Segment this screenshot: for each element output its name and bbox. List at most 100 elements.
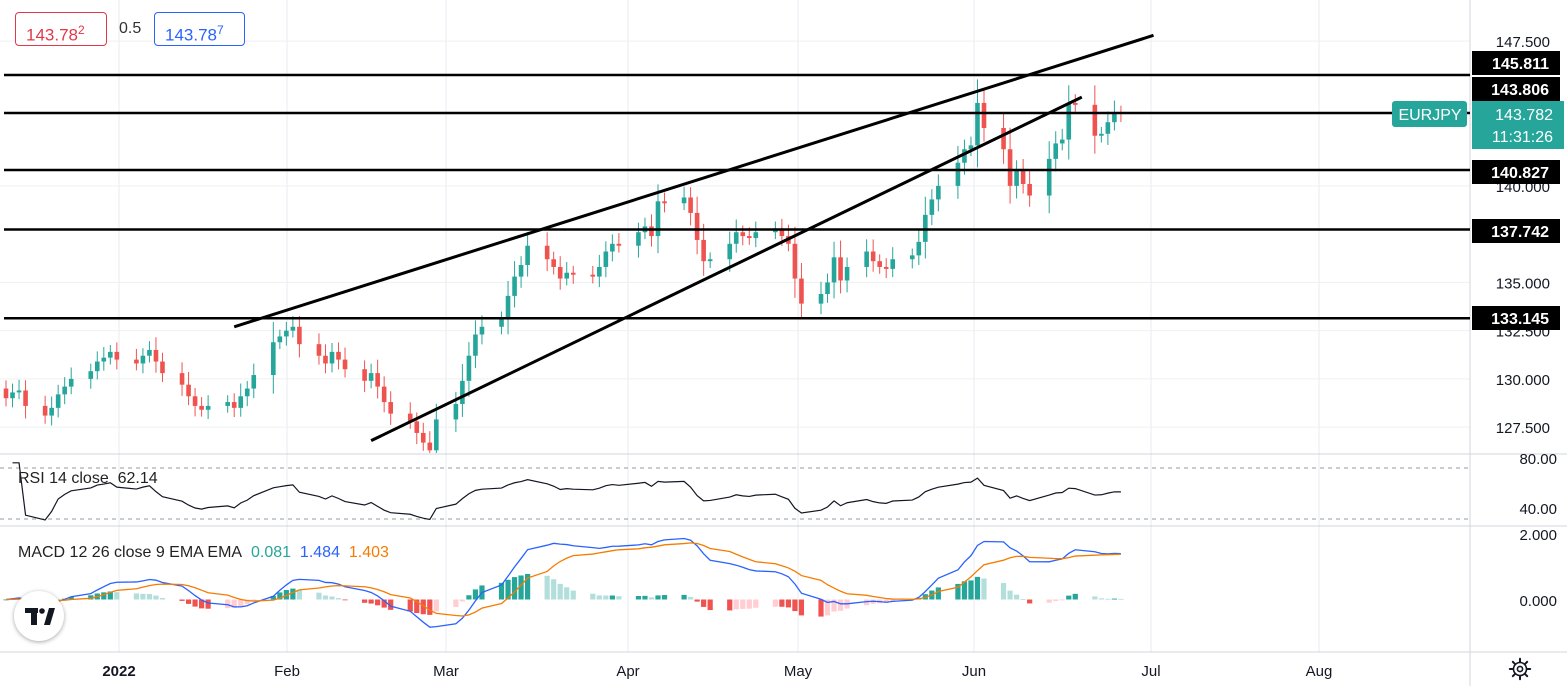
macd-histogram-bar bbox=[199, 599, 205, 609]
candle-up bbox=[825, 282, 830, 294]
candle-up bbox=[147, 349, 152, 356]
macd-histogram-bar bbox=[968, 580, 974, 600]
macd-histogram-bar bbox=[831, 599, 837, 612]
macd-histogram-bar bbox=[290, 588, 296, 600]
level-price-tag bbox=[1472, 306, 1560, 330]
candle-up bbox=[909, 255, 915, 260]
macd-histogram-bar bbox=[661, 595, 668, 600]
macd-histogram-bar bbox=[231, 599, 237, 608]
macd-histogram-bar bbox=[244, 599, 250, 605]
candle-down bbox=[316, 344, 322, 356]
candlestick-series bbox=[3, 79, 1124, 453]
gear-icon[interactable] bbox=[1508, 657, 1532, 681]
candle-up bbox=[1046, 158, 1052, 196]
macd-histogram-bar bbox=[185, 599, 192, 604]
macd-legend-macd: 1.484 bbox=[299, 544, 340, 561]
candle-down bbox=[186, 384, 191, 397]
macd-histogram-bar bbox=[1098, 598, 1104, 600]
candle-down bbox=[114, 351, 120, 360]
macd-legend[interactable]: MACD 12 26 close 9 EMA EMA 0.081 1.484 1… bbox=[18, 544, 389, 562]
candle-up bbox=[733, 232, 739, 244]
candle-down bbox=[192, 396, 198, 406]
macd-histogram-bar bbox=[68, 596, 74, 600]
rsi-legend-value: 62.14 bbox=[117, 470, 158, 487]
candle-up bbox=[518, 265, 524, 277]
macd-histogram-bar bbox=[1046, 599, 1052, 603]
candle-up bbox=[636, 232, 641, 246]
candle-up bbox=[16, 390, 22, 393]
macd-histogram-bar bbox=[648, 597, 655, 600]
candle-down bbox=[799, 278, 804, 304]
ask-price-pip: 7 bbox=[217, 23, 224, 37]
candle-up bbox=[10, 392, 15, 399]
macd-histogram-bar bbox=[1072, 593, 1078, 600]
macd-histogram-bar bbox=[498, 582, 505, 600]
candle-up bbox=[1066, 102, 1072, 140]
rsi-axis-tick: 80.00 bbox=[1519, 451, 1557, 468]
macd-histogram-bar bbox=[551, 579, 557, 600]
candle-up bbox=[49, 407, 54, 416]
sell-price-box[interactable]: 143.782 bbox=[15, 12, 107, 46]
candle-up bbox=[818, 293, 824, 304]
candle-up bbox=[434, 419, 439, 451]
candle-up bbox=[277, 336, 283, 343]
macd-axis-tick: 2.000 bbox=[1519, 527, 1557, 544]
candle-up bbox=[68, 378, 74, 387]
macd-histogram-bar bbox=[1111, 598, 1117, 600]
macd-legend-title: MACD 12 26 close 9 EMA EMA bbox=[18, 544, 243, 561]
macd-histogram-bar bbox=[1020, 599, 1026, 600]
candle-up bbox=[238, 396, 244, 408]
candle-up bbox=[108, 351, 113, 358]
macd-histogram-bar bbox=[727, 599, 733, 611]
macd-histogram-bar bbox=[740, 599, 746, 609]
rsi-axis-tick: 40.00 bbox=[1519, 501, 1557, 518]
tradingview-logo-icon[interactable] bbox=[14, 591, 64, 641]
price-axis-tick: 127.500 bbox=[1496, 420, 1550, 437]
rsi-pane bbox=[0, 462, 1470, 521]
macd-histogram-bar bbox=[1014, 594, 1020, 600]
candle-up bbox=[55, 394, 61, 408]
macd-histogram-bar bbox=[609, 595, 615, 600]
macd-histogram-bar bbox=[981, 578, 987, 600]
candle-down bbox=[662, 201, 667, 204]
candle-down bbox=[792, 243, 798, 279]
macd-histogram-bar bbox=[603, 595, 609, 600]
macd-histogram-bar bbox=[414, 599, 420, 614]
candle-up bbox=[329, 351, 335, 364]
price-axis-tick: 135.000 bbox=[1496, 275, 1550, 292]
macd-histogram-bar bbox=[1105, 598, 1111, 600]
macd-histogram-bar bbox=[655, 595, 661, 600]
candle-up bbox=[707, 259, 713, 262]
candle-up bbox=[968, 145, 974, 150]
candle-up bbox=[1105, 122, 1111, 134]
horizontal-levels[interactable] bbox=[4, 73, 1470, 320]
macd-histogram-bar bbox=[192, 599, 198, 607]
level-price-tag bbox=[1472, 77, 1560, 101]
candle-up bbox=[62, 386, 67, 395]
buy-price-box[interactable]: 143.787 bbox=[154, 12, 245, 46]
trend-channel[interactable] bbox=[233, 33, 1154, 443]
candle-up bbox=[753, 232, 759, 239]
candle-down bbox=[701, 239, 706, 262]
level-price-tag bbox=[1472, 160, 1560, 184]
macd-histogram-bar bbox=[616, 596, 622, 600]
candle-down bbox=[1092, 104, 1098, 136]
macd-histogram-bar bbox=[362, 599, 368, 603]
candle-up bbox=[655, 201, 661, 237]
macd-histogram-bar bbox=[225, 599, 231, 609]
candle-down bbox=[427, 442, 433, 451]
candle-up bbox=[1112, 112, 1117, 123]
rsi-legend[interactable]: RSI 14 close 62.14 bbox=[18, 470, 158, 488]
candle-down bbox=[590, 274, 596, 277]
candle-up bbox=[225, 402, 230, 406]
candle-down bbox=[694, 212, 700, 240]
candle-down bbox=[297, 326, 302, 345]
level-price-tag-text: 145.811 bbox=[1492, 56, 1549, 73]
macd-histogram-bar bbox=[779, 599, 785, 607]
macd-histogram-bar bbox=[564, 587, 570, 600]
candle-down bbox=[883, 266, 889, 269]
macd-histogram-bar bbox=[329, 596, 335, 600]
macd-histogram-bar bbox=[837, 599, 844, 611]
